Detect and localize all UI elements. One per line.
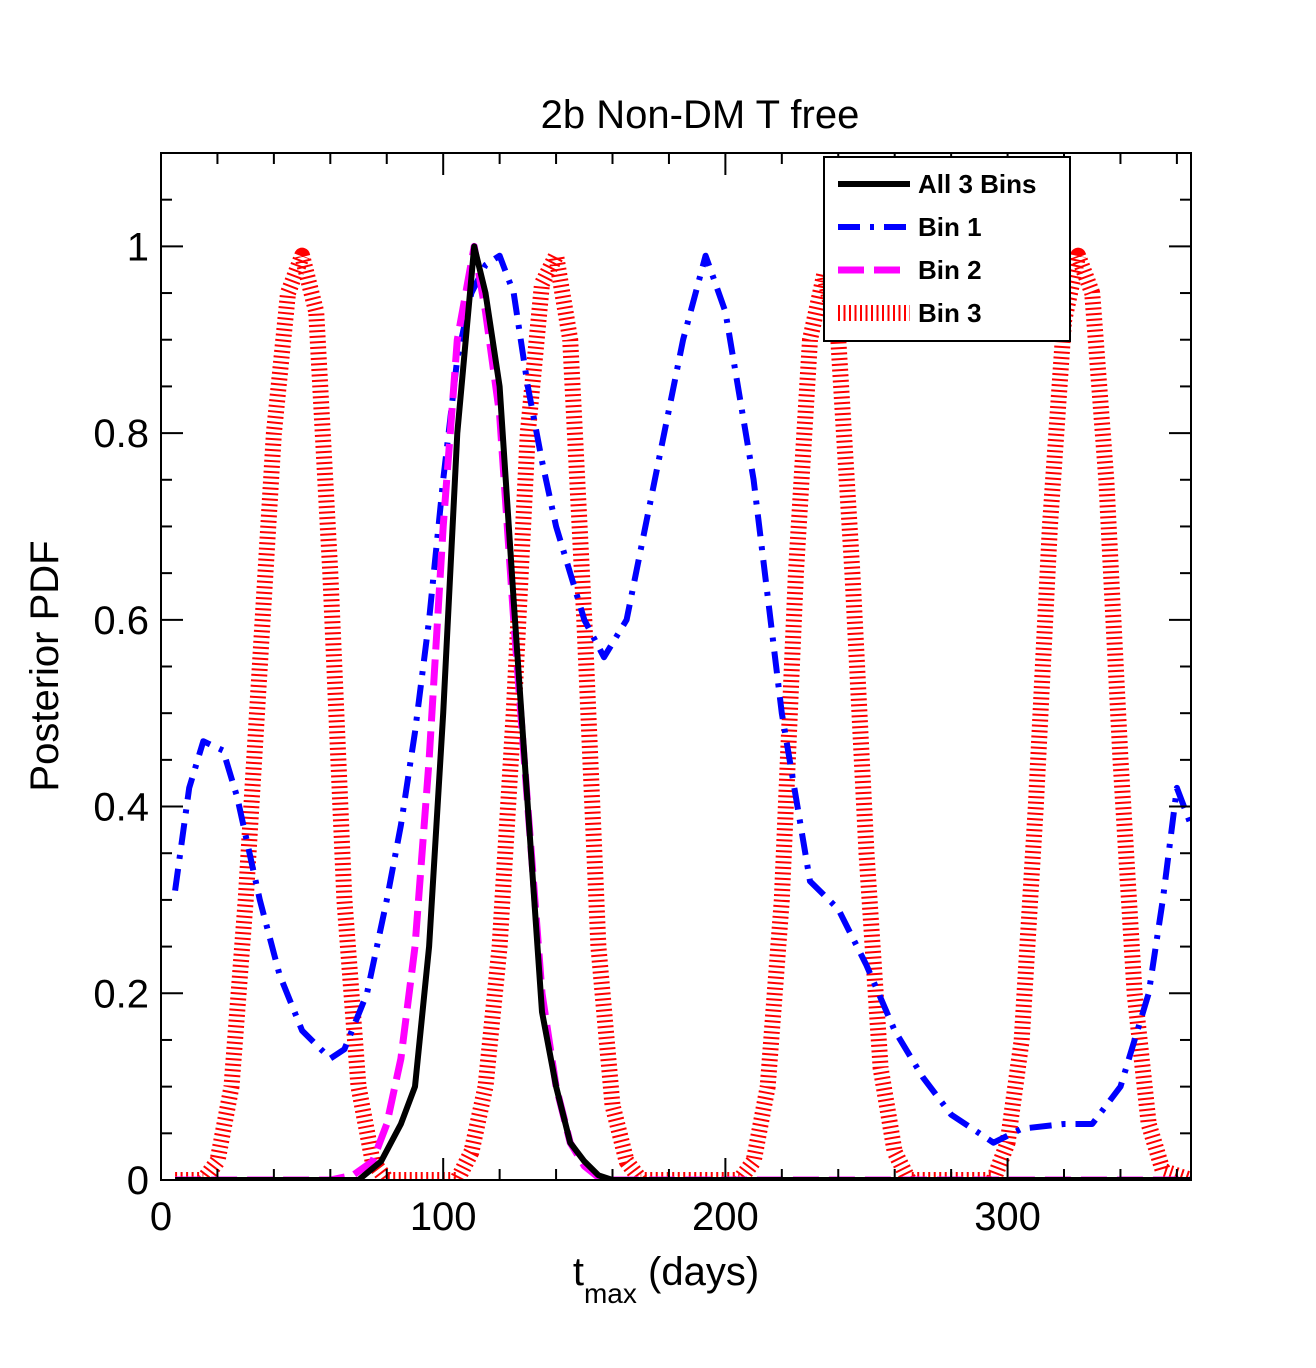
series-line-bin-3 <box>175 247 1191 1180</box>
y-tick-label: 0.8 <box>93 412 149 456</box>
legend-label-bin-3: Bin 3 <box>918 298 982 328</box>
y-tick-label: 1 <box>127 225 149 269</box>
x-tick-label: 0 <box>150 1195 172 1239</box>
y-tick-label: 0.4 <box>93 786 149 830</box>
x-axis-label: tmax (days) <box>573 1250 759 1309</box>
legend: All 3 Bins Bin 1 Bin 2 Bin 3 <box>823 156 1071 342</box>
legend-label-bin-2: Bin 2 <box>918 255 982 285</box>
legend-label-all-3-bins: All 3 Bins <box>918 169 1036 199</box>
chart-title: 2b Non-DM T free <box>541 93 860 137</box>
y-tick-label: 0.2 <box>93 972 149 1016</box>
y-axis-label: Posterior PDF <box>23 540 67 791</box>
legend-box <box>823 156 1071 342</box>
x-axis-label-sub: max <box>584 1278 637 1309</box>
legend-label-bin-1: Bin 1 <box>918 212 982 242</box>
x-tick-label: 100 <box>410 1195 477 1239</box>
y-tick-label: 0 <box>127 1159 149 1203</box>
series-line-all-3-bins <box>175 243 1191 1180</box>
x-axis-label-unit: (days) <box>637 1250 759 1294</box>
x-axis-label-main: t <box>573 1250 584 1294</box>
series-line-bin-1 <box>172 252 1191 1146</box>
x-tick-label: 200 <box>692 1195 759 1239</box>
x-tick-label: 300 <box>974 1195 1041 1239</box>
y-tick-label: 0.6 <box>93 599 149 643</box>
